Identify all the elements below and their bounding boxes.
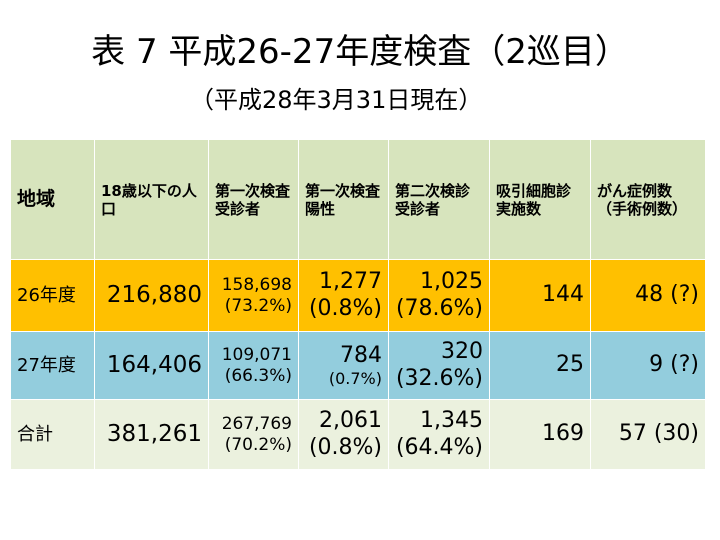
row-aspiration: 169 xyxy=(489,399,591,470)
row-first-exam: 267,769 (70.2%) xyxy=(208,399,299,470)
second-exam-count: 1,025 xyxy=(420,269,483,295)
row-aspiration: 144 xyxy=(489,259,591,332)
header-first-positive: 第一次検査陽性 xyxy=(298,139,389,260)
table-row: 合計 381,261 267,769 (70.2%) 2,061 (0.8%) … xyxy=(10,399,706,470)
row-first-exam: 158,698 (73.2%) xyxy=(208,259,299,332)
row-cancer: 48 (?) xyxy=(590,259,706,332)
table-header-row: 地域 18歳以下の人口 第一次検査受診者 第一次検査陽性 第二次検診受診者 吸引… xyxy=(10,139,706,260)
first-positive-count: 1,277 xyxy=(319,269,382,295)
row-first-exam: 109,071 (66.3%) xyxy=(208,331,299,400)
first-exam-pct: (70.2%) xyxy=(224,434,292,455)
first-positive-count: 2,061 xyxy=(319,408,382,434)
row-cancer: 57 (30) xyxy=(590,399,706,470)
row-population: 164,406 xyxy=(94,331,209,400)
header-cancer: がん症例数（手術例数） xyxy=(590,139,706,260)
row-second-exam: 1,345 (64.4%) xyxy=(388,399,490,470)
page-title: 表 7 平成26-27年度検査（2巡目） xyxy=(91,32,629,72)
first-exam-count: 267,769 xyxy=(221,414,292,435)
header-region: 地域 xyxy=(10,139,95,260)
first-exam-count: 109,071 xyxy=(221,345,292,366)
first-positive-count: 784 xyxy=(340,342,382,368)
row-first-positive: 2,061 (0.8%) xyxy=(298,399,389,470)
first-exam-pct: (73.2%) xyxy=(224,295,292,316)
row-population: 216,880 xyxy=(94,259,209,332)
second-exam-pct: (32.6%) xyxy=(395,365,483,391)
row-region: 26年度 xyxy=(10,259,95,332)
header-aspiration: 吸引細胞診実施数 xyxy=(489,139,591,260)
first-positive-pct: (0.8%) xyxy=(308,434,382,460)
second-exam-pct: (78.6%) xyxy=(395,295,483,321)
row-first-positive: 1,277 (0.8%) xyxy=(298,259,389,332)
header-population: 18歳以下の人口 xyxy=(94,139,209,260)
header-first-exam: 第一次検査受診者 xyxy=(208,139,299,260)
row-region: 合計 xyxy=(10,399,95,470)
exam-table: 地域 18歳以下の人口 第一次検査受診者 第一次検査陽性 第二次検診受診者 吸引… xyxy=(10,139,706,470)
second-exam-pct: (64.4%) xyxy=(395,434,483,460)
row-population: 381,261 xyxy=(94,399,209,470)
row-cancer: 9 (?) xyxy=(590,331,706,400)
row-second-exam: 1,025 (78.6%) xyxy=(388,259,490,332)
first-positive-pct: (0.7%) xyxy=(328,369,382,389)
table-row: 26年度 216,880 158,698 (73.2%) 1,277 (0.8%… xyxy=(10,259,706,332)
row-aspiration: 25 xyxy=(489,331,591,400)
page-subtitle: （平成28年3月31日現在） xyxy=(190,86,483,114)
table-row: 27年度 164,406 109,071 (66.3%) 784 (0.7%) … xyxy=(10,331,706,400)
row-second-exam: 320 (32.6%) xyxy=(388,331,490,400)
second-exam-count: 1,345 xyxy=(420,408,483,434)
first-exam-count: 158,698 xyxy=(221,275,292,296)
first-exam-pct: (66.3%) xyxy=(224,365,292,386)
header-second-exam: 第二次検診受診者 xyxy=(388,139,490,260)
first-positive-pct: (0.8%) xyxy=(308,295,382,321)
second-exam-count: 320 xyxy=(441,339,483,365)
row-first-positive: 784 (0.7%) xyxy=(298,331,389,400)
row-region: 27年度 xyxy=(10,331,95,400)
